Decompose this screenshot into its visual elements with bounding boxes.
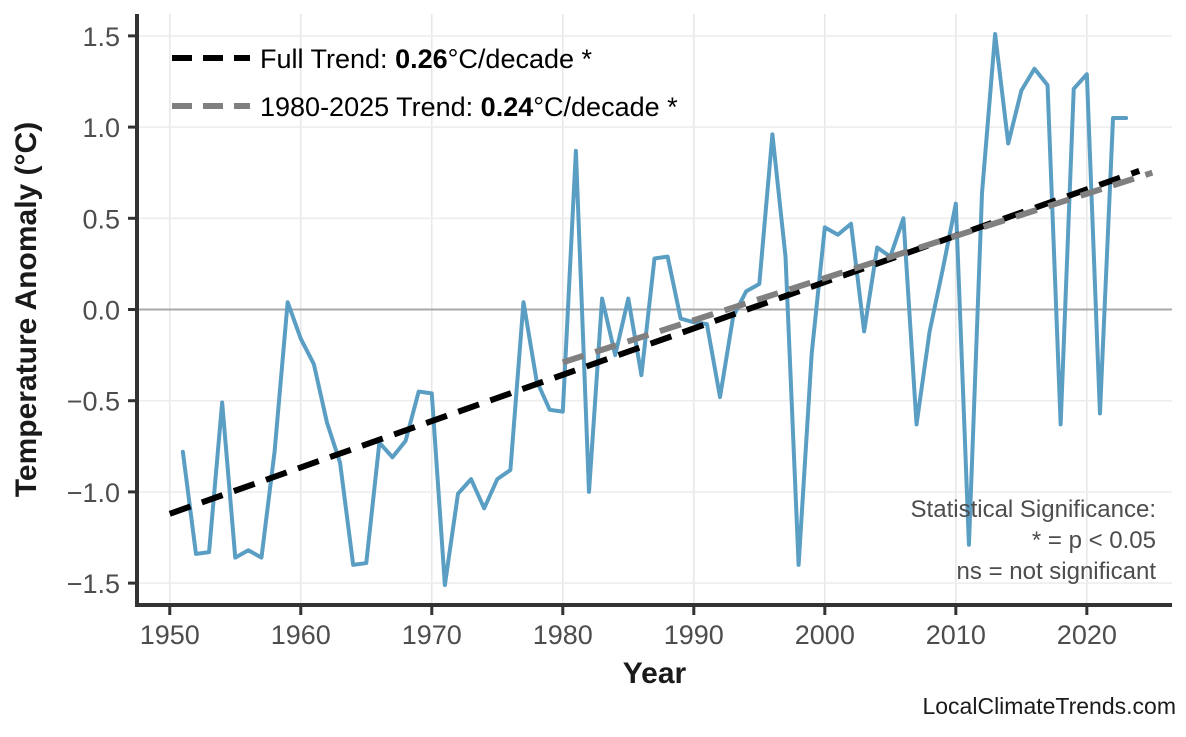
annotation-line-1: Statistical Significance: — [911, 496, 1156, 523]
annotation-line-2: * = p < 0.05 — [1032, 527, 1156, 554]
annotation-line-3: ns = not significant — [957, 558, 1157, 585]
y-axis-tick-label: −0.5 — [67, 387, 120, 417]
x-axis-tick-label: 1990 — [664, 620, 724, 650]
x-axis-tick-label: 2000 — [795, 620, 855, 650]
x-axis-tick-label: 1960 — [271, 620, 331, 650]
footer-source-label: LocalClimateTrends.com — [922, 693, 1176, 719]
y-axis-tick-label: 1.5 — [82, 22, 120, 52]
y-axis-title: Temperature Anomaly (°C) — [10, 122, 43, 497]
y-axis-tick-label: 0.0 — [82, 296, 120, 326]
x-axis-tick-label: 2020 — [1057, 620, 1117, 650]
x-axis-tick-label: 1970 — [402, 620, 462, 650]
x-axis-tick-label: 1980 — [533, 620, 593, 650]
trendline-full-trend — [168, 168, 1141, 517]
legend-label-full-trend: Full Trend: 0.26°C/decade * — [260, 44, 593, 74]
legend-label-recent-trend: 1980-2025 Trend: 0.24°C/decade * — [260, 92, 678, 122]
x-axis-tick-label: 1950 — [140, 620, 200, 650]
trendline-recent-trend — [561, 169, 1154, 366]
y-axis-tick-label: 0.5 — [82, 204, 120, 234]
y-axis-tick-label: −1.0 — [67, 478, 120, 508]
x-axis-tick-label: 2010 — [926, 620, 986, 650]
y-axis-tick-label: −1.5 — [67, 569, 120, 599]
series-line-temperature-anomaly — [180, 32, 1129, 587]
y-axis-tick-label: 1.0 — [82, 113, 120, 143]
x-axis-title: Year — [623, 657, 687, 690]
